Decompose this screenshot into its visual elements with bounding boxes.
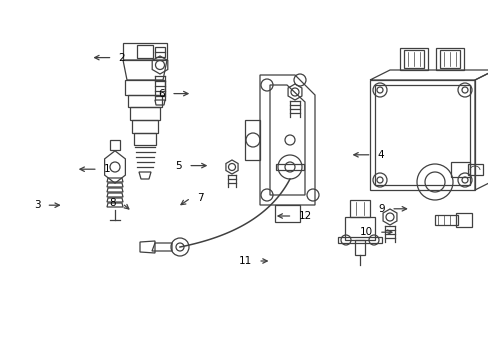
Text: 1: 1 — [103, 164, 110, 174]
Text: 7: 7 — [196, 193, 203, 203]
Text: 8: 8 — [109, 198, 116, 208]
Text: 3: 3 — [34, 200, 41, 210]
Text: 6: 6 — [158, 89, 165, 99]
Text: 5: 5 — [175, 161, 182, 171]
Text: 11: 11 — [239, 256, 252, 266]
Text: 4: 4 — [377, 150, 384, 160]
Text: 10: 10 — [359, 227, 372, 237]
Text: 12: 12 — [298, 211, 311, 221]
Text: 2: 2 — [118, 53, 125, 63]
Text: 9: 9 — [378, 204, 385, 214]
